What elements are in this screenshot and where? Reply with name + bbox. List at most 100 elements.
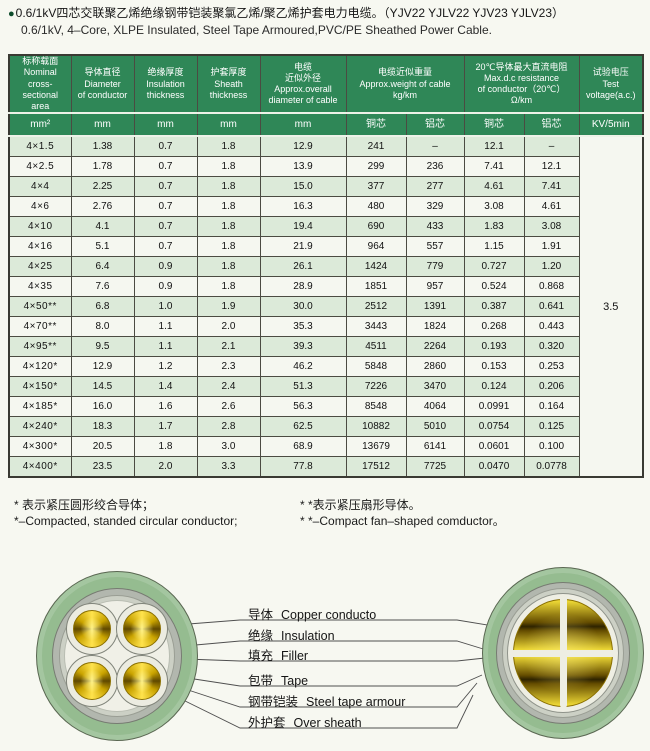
cell-value: 0.868 (523, 276, 580, 298)
cell-value: 0.7 (133, 135, 198, 158)
unit-area: mm² (8, 112, 72, 137)
label-insulation-cn: 绝缘 (248, 629, 274, 643)
cell-value: 1.8 (196, 135, 261, 158)
unit-overall: mm (259, 112, 347, 137)
cell-value: 329 (405, 196, 465, 218)
label-steel-tape-armour: 钢带铠装 Steel tape armour (248, 691, 405, 710)
cell-value: 21.9 (259, 236, 347, 258)
cell-value: 1.38 (70, 135, 135, 158)
header-sheath: 护套厚度 Sheath thickness (196, 54, 261, 114)
cell-value: 964 (345, 236, 407, 258)
cell-value: 2.1 (196, 336, 261, 358)
cell-value: 0.9 (133, 256, 198, 278)
cell-value: 1.91 (523, 236, 580, 258)
copper-conductor (73, 662, 111, 700)
footnote-fan-cn: * *表示紧压扇形导体。 (300, 498, 421, 512)
cell-value: 3443 (345, 316, 407, 338)
unit-insulation: mm (133, 112, 198, 137)
cell-value: 5.1 (70, 236, 135, 258)
cell-value: 557 (405, 236, 465, 258)
row-size-label: 4×120* (8, 356, 72, 378)
table-row: 4×120* 12.9 1.2 2.3 46.2 5848 2860 0.153 0.253 (8, 356, 643, 378)
cell-value: 7725 (405, 456, 465, 478)
cell-value: 2.4 (196, 376, 261, 398)
cell-value: 2.3 (196, 356, 261, 378)
spec-table-body: 4×1.5 1.38 0.7 1.8 12.9 241–12.1–3.5 4×2.5 1.78… (8, 135, 644, 478)
table-row: 4×300* 20.5 1.8 3.0 68.9 13679 6141 0.0601 0.100 (8, 436, 643, 458)
cell-value: 1851 (345, 276, 407, 298)
cell-value: 20.5 (70, 436, 135, 458)
insulated-conductor (66, 603, 118, 655)
cable-diagram: 导体 Copper conducto 绝缘 Insulation 填充 Filler … (0, 553, 650, 751)
cell-value: 0.9 (133, 276, 198, 298)
label-filler: 填充 Filler (248, 645, 308, 664)
unit-weight-aluminum: 铝芯 (405, 112, 465, 137)
cell-value: 4.61 (523, 196, 580, 218)
cell-value: 9.5 (70, 336, 135, 358)
cell-value: 4.61 (463, 176, 525, 198)
copper-conductor (123, 610, 161, 648)
cell-value: 7.41 (523, 176, 580, 198)
cell-value: 0.206 (523, 376, 580, 398)
spec-table: 标称载面 Nominal cross-sectional area 导体直径 D… (8, 54, 644, 479)
insulated-conductor (66, 655, 118, 707)
cell-value: 0.100 (523, 436, 580, 458)
cell-value: 1.9 (196, 296, 261, 318)
cell-value: 1.83 (463, 216, 525, 238)
cell-value: 8.0 (70, 316, 135, 338)
table-row: 4×6 2.76 0.7 1.8 16.3 480 329 3.08 4.61 (8, 196, 643, 218)
cell-value: 14.5 (70, 376, 135, 398)
cell-value: 0.0754 (463, 416, 525, 438)
cell-value: 0.727 (463, 256, 525, 278)
copper-conductor (73, 610, 111, 648)
unit-test-voltage: KV/5min (578, 112, 644, 137)
cell-value: 1391 (405, 296, 465, 318)
test-voltage-value: 3.5 (578, 135, 644, 478)
unit-resistance-copper: 铜芯 (463, 112, 525, 137)
cell-value: 0.0991 (463, 396, 525, 418)
cell-value: 3.0 (196, 436, 261, 458)
cell-value: 3.08 (523, 216, 580, 238)
cell-value: 0.193 (463, 336, 525, 358)
cell-value: 2.76 (70, 196, 135, 218)
cell-value: 6141 (405, 436, 465, 458)
title-line-en: 0.6/1kV, 4–Core, XLPE Insulated, Steel T… (21, 22, 492, 37)
cell-value: 68.9 (259, 436, 347, 458)
footnote-fan-en: * *–Compact fan–shaped comductor。 (300, 513, 505, 528)
cell-value: 2.25 (70, 176, 135, 198)
table-row: 4×50** 6.8 1.0 1.9 30.0 2512 1391 0.387 0.641 (8, 296, 643, 318)
table-row: 4×400* 23.5 2.0 3.3 77.8 17512 7725 0.0470 0.077… (8, 456, 643, 478)
cell-value: 0.164 (523, 396, 580, 418)
cell-value: 0.387 (463, 296, 525, 318)
row-size-label: 4×150* (8, 376, 72, 398)
cell-value: 3.3 (196, 456, 261, 478)
table-row: 4×10 4.1 0.7 1.8 19.4 690 433 1.83 3.08 (8, 216, 643, 238)
unit-diameter: mm (70, 112, 135, 137)
label-filler-cn: 填充 (248, 649, 274, 663)
cell-value: 46.2 (259, 356, 347, 378)
table-row: 4×95** 9.5 1.1 2.1 39.3 4511 2264 0.193 0.320 (8, 336, 643, 358)
cell-value: 26.1 (259, 256, 347, 278)
cell-value: 0.253 (523, 356, 580, 378)
cell-value: 0.320 (523, 336, 580, 358)
label-conductor: 导体 Copper conducto (248, 604, 376, 623)
cell-value: 1424 (345, 256, 407, 278)
cell-value: 2.0 (196, 316, 261, 338)
cell-value: 12.1 (463, 135, 525, 158)
title-line-cn: ●0.6/1kV四芯交联聚乙烯绝缘钢带铠装聚氯乙烯/聚乙烯护套电力电缆。（YJV… (8, 6, 646, 22)
label-conductor-cn: 导体 (248, 608, 274, 622)
footnote-circular-en: *–Compacted, standed circular conductor; (14, 513, 238, 528)
cell-value: 1.0 (133, 296, 198, 318)
unit-weight-copper: 铜芯 (345, 112, 407, 137)
cell-value: 4064 (405, 396, 465, 418)
cell-value: 2264 (405, 336, 465, 358)
header-insulation: 绝缘厚度 Insulation thickness (133, 54, 198, 114)
table-row: 4×35 7.6 0.9 1.8 28.9 1851 957 0.524 0.868 (8, 276, 643, 298)
footnote-circular: * 表示紧压圆形绞合导体； *–Compacted, standed circu… (14, 498, 300, 529)
label-tape-en: Tape (281, 674, 309, 688)
footnote-fan: * *表示紧压扇形导体。 * *–Compact fan–shaped comd… (300, 498, 638, 529)
cell-value: 1.8 (196, 156, 261, 178)
title-cn-text: 0.6/1kV四芯交联聚乙烯绝缘钢带铠装聚氯乙烯/聚乙烯护套电力电缆。（YJV2… (15, 6, 565, 20)
table-row: 4×4 2.25 0.7 1.8 15.0 377 277 4.61 7.41 (8, 176, 643, 198)
label-insulation: 绝缘 Insulation (248, 625, 335, 644)
